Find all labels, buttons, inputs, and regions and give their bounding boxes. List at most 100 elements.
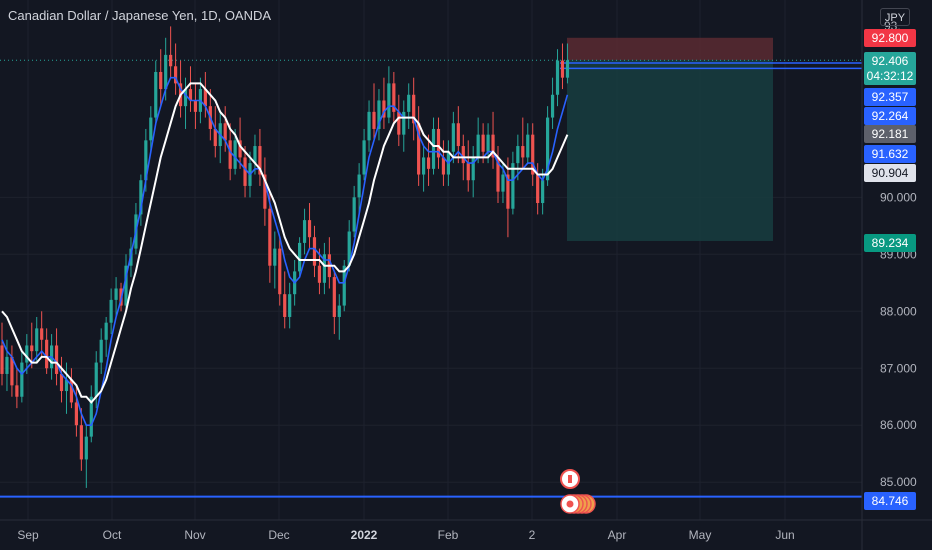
candle-body (94, 362, 98, 397)
candle-body (536, 174, 540, 204)
price-label-text: 91.632 (872, 147, 909, 161)
candle-body (104, 322, 108, 340)
time-axis-tick: Feb (438, 528, 459, 542)
candle-body (506, 174, 510, 209)
candle-body (89, 396, 93, 437)
moving-average-slow-line (1, 82, 569, 404)
price-axis-tick: 85.000 (880, 475, 917, 489)
candle-body (243, 157, 247, 186)
symbol-title[interactable]: Canadian Dollar / Japanese Yen, 1D, OAND… (8, 8, 272, 23)
candle-body (417, 123, 421, 175)
price-label-box (864, 234, 916, 252)
price-label-box (864, 29, 916, 47)
candle-body (377, 100, 381, 129)
candle-body (253, 146, 257, 164)
candle-body (565, 60, 570, 78)
candle-body (521, 146, 525, 158)
candle-body (322, 254, 326, 283)
candle-body (342, 265, 346, 306)
candle-body (263, 174, 267, 209)
candle-body (114, 288, 118, 300)
candle-body (476, 134, 480, 158)
candle-body (451, 123, 455, 152)
candle-body (481, 134, 485, 152)
time-axis-tick: Oct (103, 528, 122, 542)
price-label-box (864, 145, 916, 163)
candle-body (546, 117, 550, 181)
candle-body (233, 140, 237, 169)
candle-body (59, 373, 64, 392)
candle-body (352, 197, 356, 232)
price-label-box (864, 492, 916, 510)
moving-average-fast-line (1, 76, 569, 427)
candle-body (164, 54, 168, 90)
candle-body (436, 128, 441, 158)
candle-body (283, 294, 287, 317)
candle-body (139, 180, 143, 215)
candle-body (35, 328, 39, 352)
price-label-text: 90.904 (872, 166, 909, 180)
candle-body (268, 208, 272, 266)
candle-body (273, 248, 277, 266)
candle-body (0, 345, 4, 374)
candle-body (471, 157, 475, 181)
price-label-box (864, 164, 916, 182)
candle-body (526, 134, 530, 158)
candle-body (397, 111, 401, 135)
candle-body (422, 157, 426, 175)
candle-body (382, 100, 386, 118)
events-layer (560, 469, 596, 514)
candle-body (550, 94, 555, 118)
price-label-text: 92.406 (872, 54, 909, 68)
price-axis-tick: 86.000 (880, 418, 917, 432)
candle-body (516, 146, 520, 164)
candle-body (337, 305, 341, 317)
price-label-text: 89.234 (872, 236, 909, 250)
candle-body (74, 402, 78, 426)
candle-body (193, 100, 198, 112)
candle-body (555, 60, 560, 95)
candle-body (312, 237, 317, 266)
candle-body (84, 436, 88, 460)
candle-body (188, 89, 193, 101)
candle-body (20, 362, 24, 397)
candle-body (25, 345, 29, 363)
candle-body (387, 83, 391, 118)
candle-body (5, 356, 9, 374)
candle-body (347, 231, 351, 266)
candle-body (159, 71, 163, 90)
time-axis[interactable]: Sep Oct Nov Dec 2022 Feb 2 Apr May Jun (17, 528, 794, 542)
time-axis-tick: Dec (268, 528, 289, 542)
position-zones (567, 37, 773, 241)
maple-leaf-icon (568, 475, 572, 483)
stop-loss-zone (567, 37, 773, 61)
candle-body (357, 174, 361, 198)
candle-body (124, 265, 128, 306)
candle-body (496, 157, 500, 192)
candle-body (511, 163, 515, 209)
candle-body (45, 339, 49, 369)
candle-body (307, 220, 312, 238)
candle-body (109, 299, 113, 323)
currency-button[interactable]: JPY (880, 8, 910, 26)
candle-body (441, 157, 446, 175)
candle-body (69, 379, 74, 403)
price-axis-tick: 90.000 (880, 190, 917, 204)
candle-body (412, 94, 416, 124)
candle-body (238, 140, 242, 158)
price-label-box (864, 125, 916, 143)
horizontal-line-layer (0, 59, 862, 498)
price-label-text: 92.264 (872, 109, 909, 123)
candle-body (288, 294, 292, 317)
candle-body (560, 60, 565, 78)
candle-body (541, 180, 545, 204)
candle-body (10, 356, 14, 386)
candle-body (154, 71, 158, 118)
candle-body (64, 379, 69, 392)
candle-body (302, 220, 307, 243)
time-axis-tick: 2022 (351, 528, 378, 542)
candle-body (228, 140, 232, 169)
price-label-box (864, 107, 916, 125)
